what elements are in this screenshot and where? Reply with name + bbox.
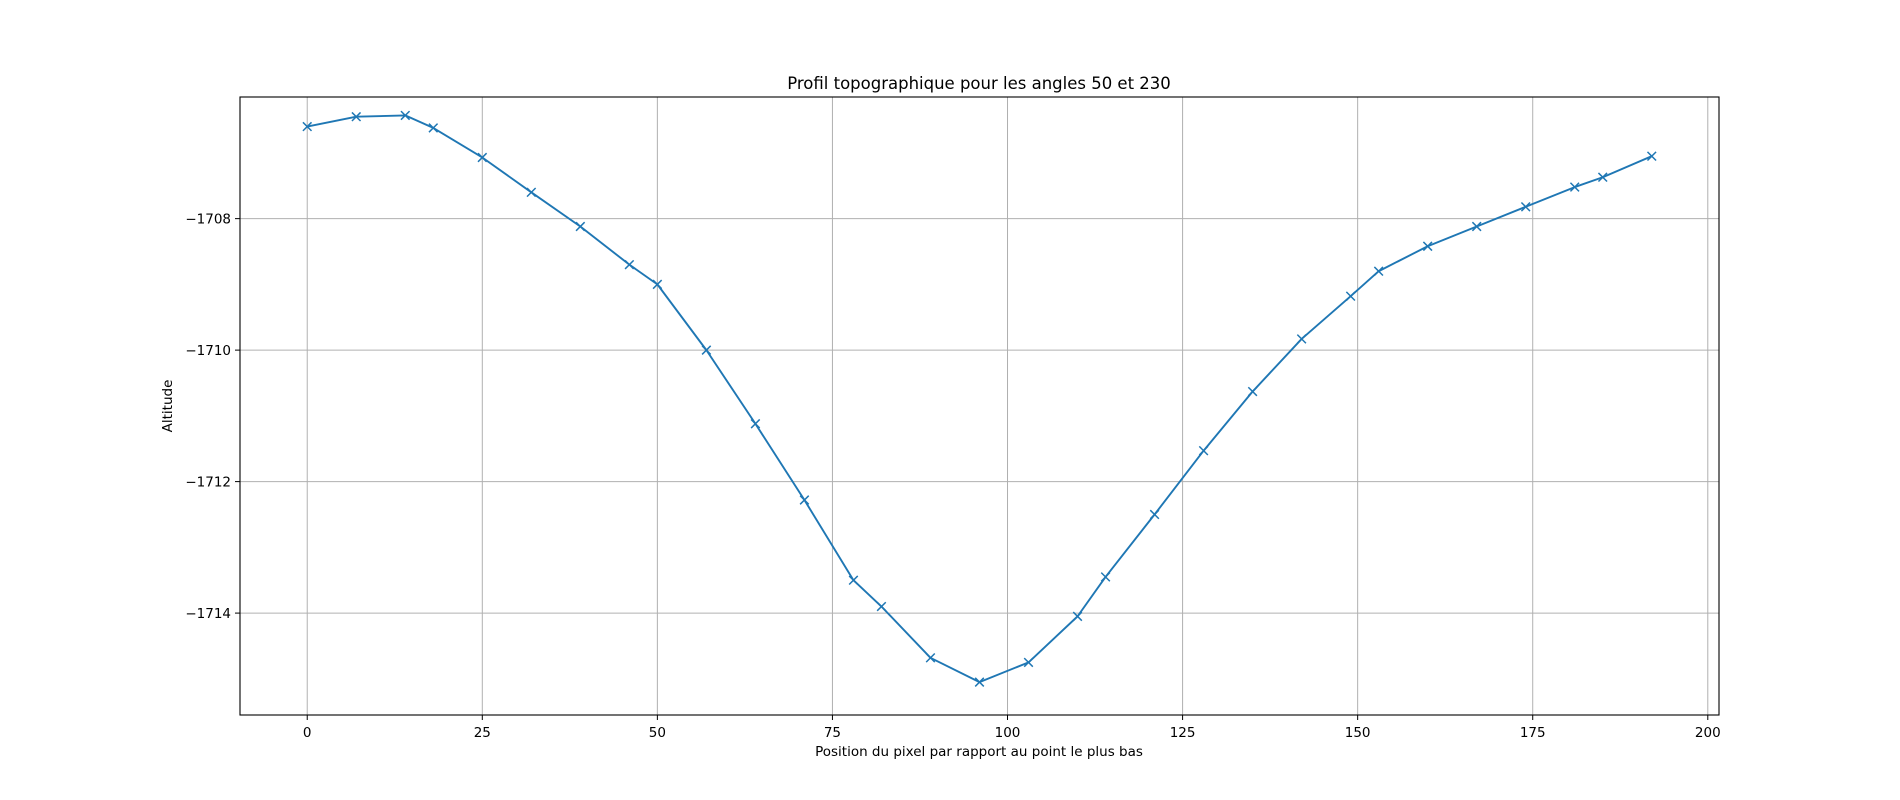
data-point-marker (575, 221, 586, 232)
x-tick-label: 50 (649, 725, 666, 741)
y-tick-label: −1710 (185, 343, 231, 359)
data-point-marker (1149, 509, 1160, 520)
data-point-marker (701, 345, 712, 355)
data-point-marker (624, 259, 635, 270)
data-point-marker (848, 575, 859, 586)
data-point-marker (1296, 334, 1307, 344)
data-point-marker (1345, 291, 1356, 302)
data-point-marker (1646, 151, 1657, 162)
data-point-marker (652, 279, 663, 290)
data-point-marker (1072, 611, 1083, 622)
data-point-marker (1247, 386, 1258, 397)
data-point-marker (428, 123, 439, 133)
x-axis-ticks: 0 25 50 75 100 125 150 175 200 (303, 715, 1721, 741)
data-point-marker (799, 495, 810, 505)
plot-frame (239, 96, 1720, 716)
data-point-marker (477, 152, 488, 163)
x-tick-label: 25 (474, 725, 491, 741)
y-tick-label: −1712 (185, 475, 231, 491)
x-tick-label: 125 (1170, 725, 1196, 741)
chart-title: Profil topographique pour les angles 50 … (787, 74, 1171, 93)
data-point-marker (974, 677, 985, 687)
data-point-marker (750, 418, 761, 429)
data-point-marker (1023, 657, 1034, 668)
data-point-marker (400, 110, 411, 121)
grid-lines (240, 97, 1719, 715)
x-tick-label: 150 (1345, 725, 1371, 741)
y-tick-label: −1708 (185, 212, 231, 228)
data-point-marker (302, 121, 313, 132)
data-point-marker (1520, 201, 1531, 212)
x-tick-label: 100 (995, 725, 1021, 741)
x-axis-label: Position du pixel par rapport au point l… (815, 744, 1143, 760)
data-point-marker (1569, 182, 1580, 192)
data-point-marker (925, 652, 936, 663)
data-point-marker (1471, 221, 1482, 232)
y-tick-label: −1714 (185, 606, 231, 622)
y-axis-label: Altitude (160, 380, 176, 433)
x-tick-label: 75 (824, 725, 841, 741)
data-point-marker (1198, 445, 1209, 456)
data-point-marker (1597, 172, 1608, 183)
data-point-marker (351, 111, 362, 122)
data-point-marker (876, 601, 887, 612)
plot-background (240, 97, 1719, 715)
x-tick-label: 175 (1520, 725, 1546, 741)
data-point-marker (1422, 241, 1433, 252)
data-point-marker (1100, 572, 1111, 582)
data-point-marker (1373, 266, 1384, 277)
x-tick-label: 0 (303, 725, 312, 741)
y-axis-ticks: −1714 −1712 −1710 −1708 (185, 212, 240, 622)
data-series (302, 110, 1657, 687)
x-tick-label: 200 (1695, 725, 1721, 741)
data-point-marker (526, 187, 537, 198)
